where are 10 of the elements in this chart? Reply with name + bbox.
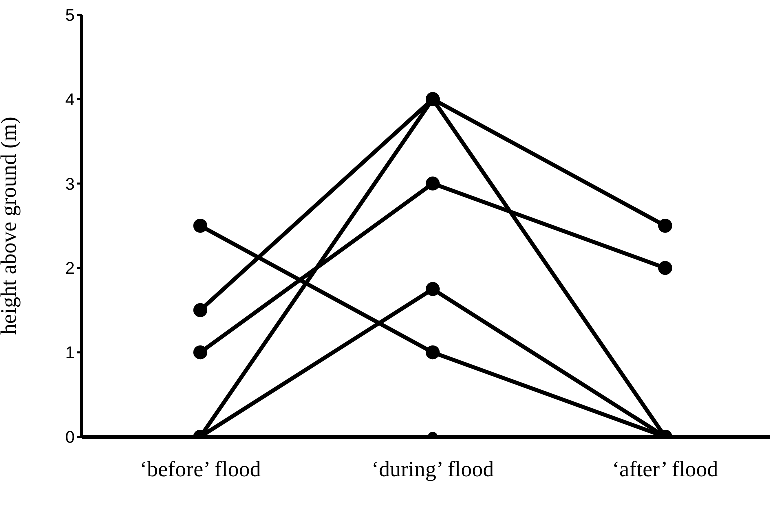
y-tick-label: 4 [66, 90, 75, 110]
y-tick-label: 0 [66, 428, 75, 448]
x-tick-label: ‘during’ flood [372, 456, 494, 482]
y-tick-label: 5 [66, 6, 75, 26]
y-tick-label: 3 [66, 174, 75, 194]
x-tick-label: ‘before’ flood [140, 456, 262, 482]
x-tick-label: ‘after’ flood [612, 456, 718, 482]
y-tick-label: 2 [66, 259, 75, 278]
y-axis-title: height above ground (m) [0, 116, 21, 336]
y-tick-label: 1 [66, 344, 75, 363]
